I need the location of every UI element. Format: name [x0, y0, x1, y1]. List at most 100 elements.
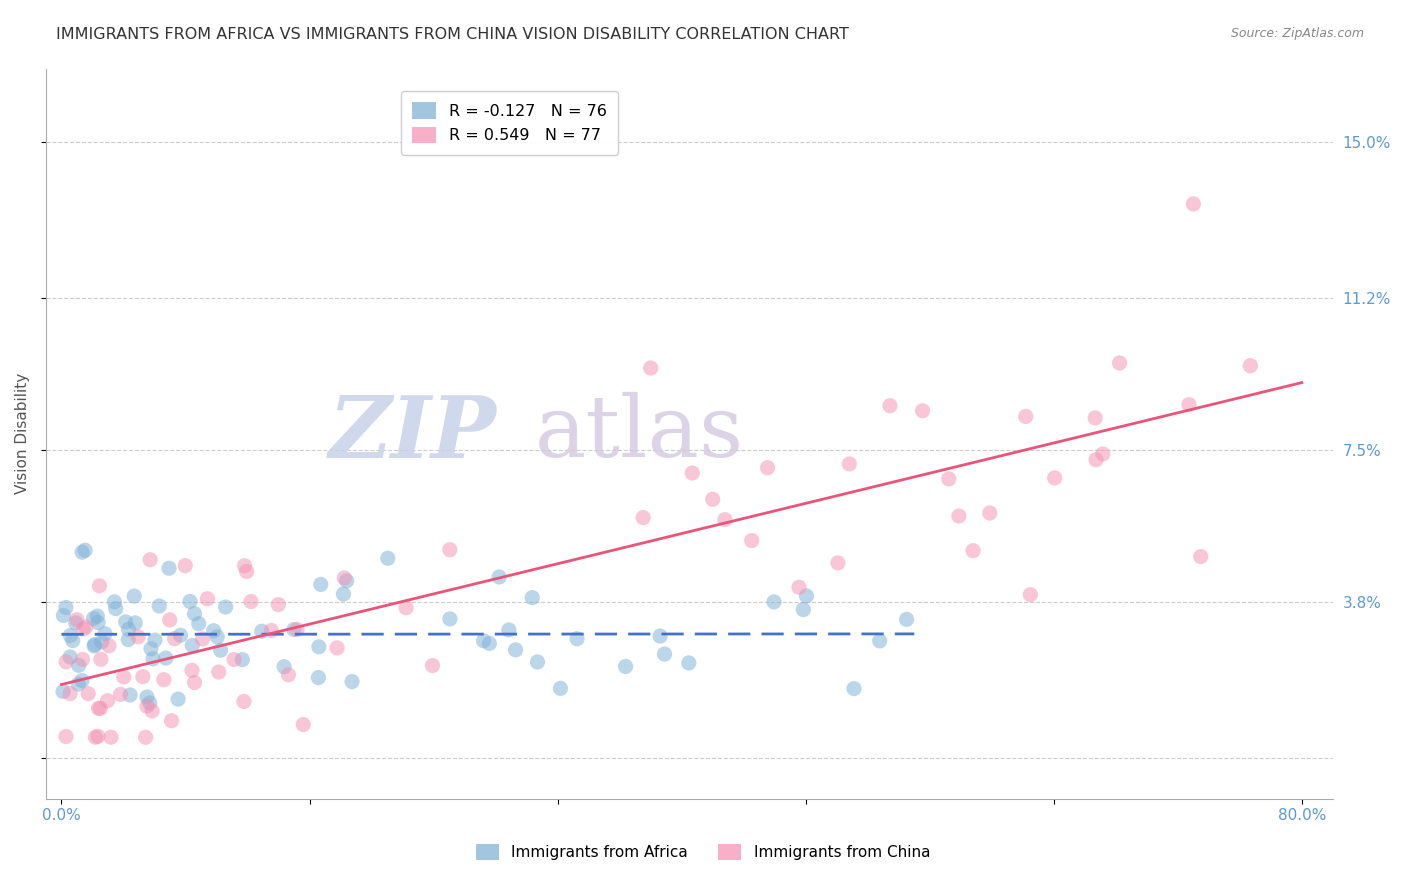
Immigrants from China — [59, 687, 82, 701]
Immigrants from Africa — [114, 615, 136, 629]
Immigrants from Africa — [209, 643, 232, 657]
Immigrants from China — [787, 580, 810, 594]
Immigrants from Africa — [120, 688, 142, 702]
Immigrants from Africa — [308, 640, 330, 654]
Immigrants from Africa — [83, 639, 105, 653]
Immigrants from Africa — [214, 600, 236, 615]
Immigrants from Africa — [90, 635, 112, 649]
Immigrants from China — [183, 675, 205, 690]
Immigrants from China — [235, 565, 257, 579]
Immigrants from Africa — [87, 615, 110, 630]
Immigrants from Africa — [83, 611, 105, 625]
Immigrants from China — [55, 655, 77, 669]
Immigrants from China — [89, 701, 111, 715]
Immigrants from Africa — [181, 639, 204, 653]
Immigrants from China — [292, 717, 315, 731]
Immigrants from Africa — [52, 608, 75, 623]
Immigrants from China — [395, 600, 418, 615]
Immigrants from Africa — [138, 696, 160, 710]
Immigrants from Africa — [59, 628, 82, 642]
Immigrants from China — [89, 579, 111, 593]
Immigrants from China — [174, 558, 197, 573]
Immigrants from China — [1189, 549, 1212, 564]
Immigrants from China — [1182, 197, 1205, 211]
Immigrants from Africa — [62, 633, 84, 648]
Immigrants from China — [1015, 409, 1038, 424]
Immigrants from China — [141, 704, 163, 718]
Immigrants from Africa — [309, 577, 332, 591]
Immigrants from China — [136, 699, 159, 714]
Immigrants from Africa — [614, 659, 637, 673]
Immigrants from Africa — [526, 655, 548, 669]
Immigrants from Africa — [231, 652, 253, 666]
Immigrants from Africa — [842, 681, 865, 696]
Immigrants from China — [1239, 359, 1261, 373]
Legend: Immigrants from Africa, Immigrants from China: Immigrants from Africa, Immigrants from … — [470, 838, 936, 866]
Immigrants from Africa — [488, 570, 510, 584]
Immigrants from China — [72, 622, 94, 636]
Immigrants from China — [838, 457, 860, 471]
Immigrants from Africa — [103, 595, 125, 609]
Immigrants from Africa — [139, 641, 162, 656]
Immigrants from China — [1043, 471, 1066, 485]
Text: IMMIGRANTS FROM AFRICA VS IMMIGRANTS FROM CHINA VISION DISABILITY CORRELATION CH: IMMIGRANTS FROM AFRICA VS IMMIGRANTS FRO… — [56, 27, 849, 42]
Immigrants from Africa — [654, 647, 676, 661]
Immigrants from Africa — [796, 589, 818, 603]
Immigrants from Africa — [124, 615, 146, 630]
Immigrants from Africa — [550, 681, 572, 696]
Immigrants from China — [267, 598, 290, 612]
Immigrants from China — [979, 506, 1001, 520]
Immigrants from Africa — [648, 629, 671, 643]
Immigrants from China — [135, 730, 157, 744]
Immigrants from China — [640, 361, 662, 376]
Immigrants from Africa — [439, 612, 461, 626]
Immigrants from China — [439, 542, 461, 557]
Immigrants from China — [72, 652, 94, 666]
Immigrants from China — [127, 630, 149, 644]
Immigrants from China — [741, 533, 763, 548]
Immigrants from Africa — [207, 630, 229, 644]
Immigrants from Africa — [187, 616, 209, 631]
Legend: R = -0.127   N = 76, R = 0.549   N = 77: R = -0.127 N = 76, R = 0.549 N = 77 — [401, 91, 617, 154]
Immigrants from China — [631, 510, 654, 524]
Immigrants from China — [911, 403, 934, 417]
Immigrants from Africa — [377, 551, 399, 566]
Immigrants from Africa — [565, 632, 588, 646]
Immigrants from Africa — [55, 600, 77, 615]
Immigrants from China — [152, 673, 174, 687]
Immigrants from Africa — [75, 543, 97, 558]
Immigrants from Africa — [202, 624, 225, 638]
Immigrants from Africa — [117, 632, 139, 647]
Immigrants from Africa — [70, 545, 93, 559]
Immigrants from Africa — [678, 656, 700, 670]
Immigrants from Africa — [157, 561, 180, 575]
Immigrants from China — [66, 613, 89, 627]
Immigrants from China — [75, 620, 97, 634]
Immigrants from Africa — [498, 623, 520, 637]
Immigrants from China — [714, 513, 737, 527]
Immigrants from China — [77, 687, 100, 701]
Immigrants from China — [110, 687, 132, 701]
Immigrants from China — [132, 670, 155, 684]
Immigrants from China — [1091, 447, 1114, 461]
Immigrants from Africa — [70, 673, 93, 688]
Immigrants from Africa — [179, 594, 201, 608]
Immigrants from Africa — [273, 659, 295, 673]
Immigrants from Africa — [869, 633, 891, 648]
Immigrants from Africa — [183, 607, 205, 621]
Immigrants from China — [260, 624, 283, 638]
Immigrants from China — [285, 623, 308, 637]
Y-axis label: Vision Disability: Vision Disability — [15, 373, 30, 494]
Immigrants from Africa — [148, 599, 170, 613]
Immigrants from Africa — [136, 690, 159, 704]
Immigrants from China — [160, 714, 183, 728]
Immigrants from China — [90, 652, 112, 666]
Immigrants from China — [879, 399, 901, 413]
Immigrants from China — [98, 639, 121, 653]
Immigrants from China — [1019, 588, 1042, 602]
Immigrants from China — [422, 658, 444, 673]
Immigrants from Africa — [896, 612, 918, 626]
Immigrants from China — [938, 472, 960, 486]
Immigrants from China — [240, 594, 263, 608]
Immigrants from China — [1084, 411, 1107, 425]
